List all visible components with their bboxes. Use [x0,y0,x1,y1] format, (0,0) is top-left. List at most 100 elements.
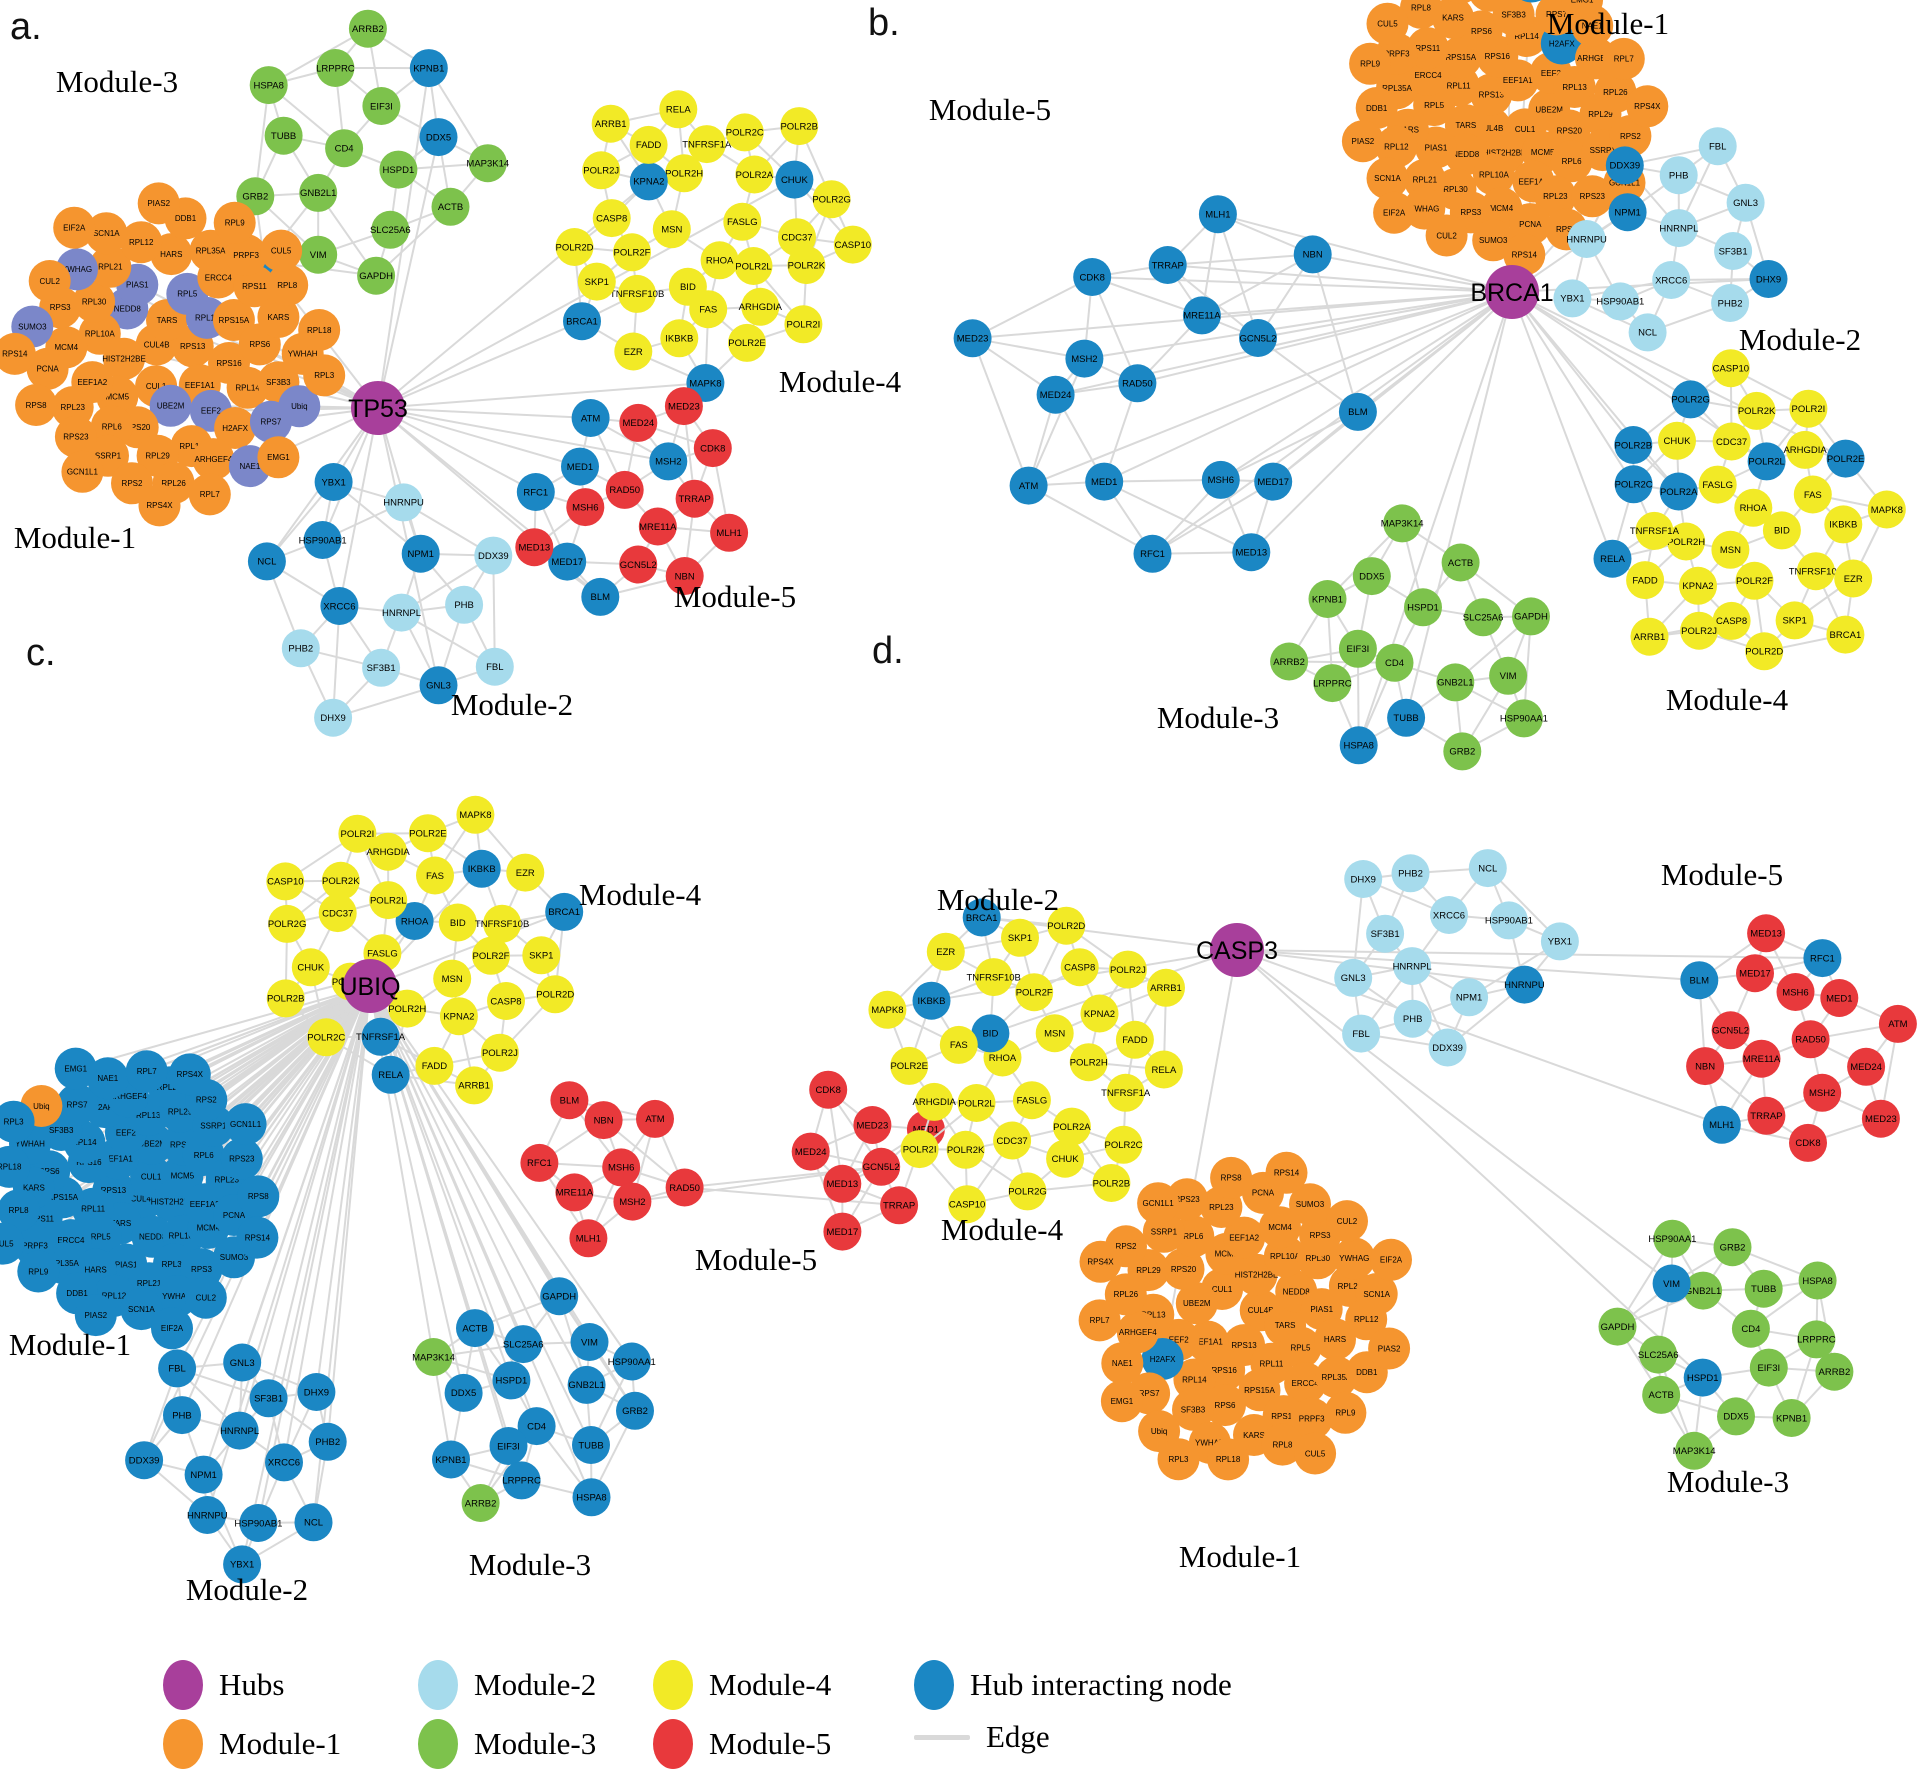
node-SLC25A6: SLC25A6 [370,210,411,249]
node-MSH6: MSH6 [602,1148,641,1187]
node-EZR: EZR [614,332,653,371]
node-circle-POLR2J [1108,950,1147,989]
node-MED23: MED23 [953,319,992,358]
edge [369,985,633,1363]
node-circle-HSPA8 [249,66,288,105]
node-circle-POLR2G [812,180,851,219]
node-circle-ARHGDIA [741,287,780,326]
edge [990,949,1238,1035]
node-circle-POLR2D [1047,906,1086,945]
module-label-BRCA1-Module-4: Module-4 [1666,682,1789,717]
node-circle-H2AFX [214,407,257,449]
node-MRE11A: MRE11A [555,1173,594,1212]
node-circle-CDK8 [1789,1123,1827,1162]
node-circle-CUL5 [0,1222,25,1265]
node-circle-MED24 [1847,1047,1886,1086]
edge [1084,291,1513,360]
node-RPL9: RPL9 [1349,42,1392,85]
node-PHB2: PHB2 [1711,284,1750,322]
module-label-TP53-Module-4: Module-4 [779,364,902,399]
node-POLR2B: POLR2B [780,107,819,146]
node-circle-RPL3 [0,1100,35,1143]
node-CDK8: CDK8 [1789,1123,1827,1162]
node-SLC25A6: SLC25A6 [1463,598,1503,637]
node-circle-MCM4 [1259,1206,1301,1249]
node-MED17: MED17 [823,1212,862,1251]
node-CASP10: CASP10 [266,862,305,901]
node-PHB: PHB [445,585,484,624]
node-circle-ARRB1 [455,1066,494,1105]
node-circle-MED24 [791,1132,830,1171]
node-circle-RFC1 [516,473,555,511]
edge [1027,358,1086,487]
node-circle-GNL3 [223,1343,262,1382]
node-RAD50: RAD50 [1118,364,1157,403]
node-circle-DDX5 [444,1373,483,1412]
node-FBL: FBL [1698,127,1737,166]
edge [189,985,371,1076]
node-RELA: RELA [659,90,698,129]
node-circle-CHUK [775,160,814,199]
edge [1511,291,1680,493]
node-RPL9: RPL9 [1324,1391,1367,1434]
node-circle-PRPF3 [225,234,268,276]
node-KPNA2: KPNA2 [1080,994,1119,1033]
node-circle-PHB2 [281,629,320,668]
node-FAS: FAS [939,1025,978,1064]
node-YBX1: YBX1 [1553,279,1592,318]
node-circle-EMG1 [257,436,300,479]
node-circle-HNRNPL [382,593,421,632]
node-circle-POLR2G [1671,380,1710,419]
node-circle-CASP8 [1712,601,1751,640]
node-circle-EZR [506,853,545,892]
edge [241,985,371,1565]
node-circle-EMG1 [1100,1380,1143,1423]
module-label-UBIQ-Module-2: Module-2 [186,1572,308,1607]
node-DHX9: DHX9 [314,698,353,737]
node-circle-ATM [636,1099,674,1138]
node-circle-FBL [475,647,514,686]
node-RPS14: RPS14 [236,1216,279,1259]
node-circle-ATM [571,399,610,437]
node-circle-POLR2L [734,247,773,285]
node-circle-GCN5L2 [1239,319,1277,357]
node-NBN: NBN [584,1101,623,1140]
node-circle-NCL [1468,849,1507,888]
node-MED17: MED17 [1736,954,1774,993]
node-TUBB: TUBB [572,1426,610,1464]
node-LRPPRC: LRPPRC [502,1461,541,1500]
node-MSN: MSN [433,959,472,998]
node-IKBKB: IKBKB [462,849,501,888]
node-circle-BRCA1 [962,898,1001,937]
node-circle-POLR2C [307,1018,346,1057]
node-CHUK: CHUK [1046,1139,1085,1178]
node-circle-ARHGEF4 [1116,1311,1159,1354]
node-circle-HNRNPU [384,483,423,522]
node-POLR2I: POLR2I [338,814,377,853]
node-RPS8: RPS8 [1210,1156,1253,1199]
node-circle-YBX1 [223,1545,262,1584]
node-circle-GNL3 [1334,958,1373,997]
node-circle-FASLG [723,202,762,241]
node-circle-ERCC4 [1284,1362,1327,1405]
node-circle-POLR2I [900,1130,939,1169]
node-circle-HNRNPU [188,1496,227,1534]
node-SF3B1: SF3B1 [1366,914,1405,953]
node-circle-ARRB1 [591,104,630,143]
node-GCN5L2: GCN5L2 [1239,319,1277,357]
node-POLR2I: POLR2I [1789,389,1828,428]
node-circle-RPL12 [1375,125,1418,168]
node-POLR2J: POLR2J [1680,611,1719,650]
node-circle-RPS11 [1406,27,1449,70]
node-EMG1: EMG1 [1100,1380,1143,1423]
edge [1167,253,1313,266]
node-BRCA1: BRCA1 [563,302,601,341]
node-VIM: VIM [570,1323,609,1361]
module-label-TP53-Module-1: Module-1 [14,520,136,555]
node-circle-SCN1A [1355,1273,1398,1315]
node-circle-MSN [433,959,472,998]
node-MSH6: MSH6 [1201,460,1240,499]
node-circle-MED23 [664,387,703,426]
node-RPL7: RPL7 [1078,1299,1121,1342]
node-FADD: FADD [415,1046,454,1085]
